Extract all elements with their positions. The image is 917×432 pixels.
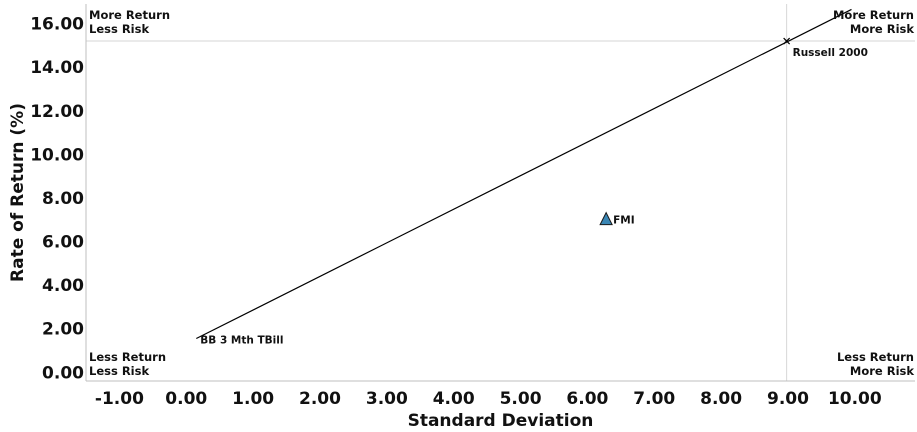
x-axis-title: Standard Deviation xyxy=(408,411,594,431)
x-tick-label: 9.00 xyxy=(767,389,809,409)
russell-2000-cross-marker xyxy=(783,37,791,45)
quadrant-label-bottom-left: Less Risk xyxy=(89,364,149,378)
quadrant-label-bottom-left: Less Return xyxy=(89,350,166,364)
x-tick-label: 3.00 xyxy=(366,389,408,409)
y-tick-label: 16.00 xyxy=(30,15,84,35)
x-tick-label: 7.00 xyxy=(633,389,675,409)
x-tick-label: 6.00 xyxy=(566,389,608,409)
y-tick-label: 14.00 xyxy=(30,58,84,78)
fmi-triangle-marker xyxy=(599,211,613,226)
x-tick-label: 8.00 xyxy=(700,389,742,409)
y-tick-label: 12.00 xyxy=(30,102,84,122)
y-axis-title: Rate of Return (%) xyxy=(8,103,28,282)
quadrant-label-top-left: Less Risk xyxy=(89,22,149,36)
x-tick-label: 2.00 xyxy=(299,389,341,409)
quadrant-label-bottom-right: More Risk xyxy=(850,364,914,378)
y-tick-label: 0.00 xyxy=(42,363,84,383)
x-tick-label: 0.00 xyxy=(165,389,207,409)
x-tick-label: 5.00 xyxy=(500,389,542,409)
quadrant-label-top-right: More Return xyxy=(833,8,914,22)
y-tick-label: 8.00 xyxy=(42,189,84,209)
point-label-fmi: FMI xyxy=(613,215,635,227)
y-tick-label: 2.00 xyxy=(42,320,84,340)
x-tick-label: 1.00 xyxy=(232,389,274,409)
quadrant-label-top-right: More Risk xyxy=(850,22,914,36)
y-tick-label: 10.00 xyxy=(30,145,84,165)
quadrant-label-bottom-right: Less Return xyxy=(837,350,914,364)
point-label-tbill: BB 3 Mth TBill xyxy=(200,335,283,347)
point-label-russell-2000: Russell 2000 xyxy=(793,47,868,59)
x-tick-label: 10.00 xyxy=(828,389,882,409)
y-tick-label: 6.00 xyxy=(42,233,84,253)
quadrant-label-top-left: More Return xyxy=(89,8,170,22)
x-tick-label: 4.00 xyxy=(433,389,475,409)
x-tick-label: -1.00 xyxy=(95,389,144,409)
capital-market-line xyxy=(196,8,852,340)
y-tick-label: 4.00 xyxy=(42,276,84,296)
